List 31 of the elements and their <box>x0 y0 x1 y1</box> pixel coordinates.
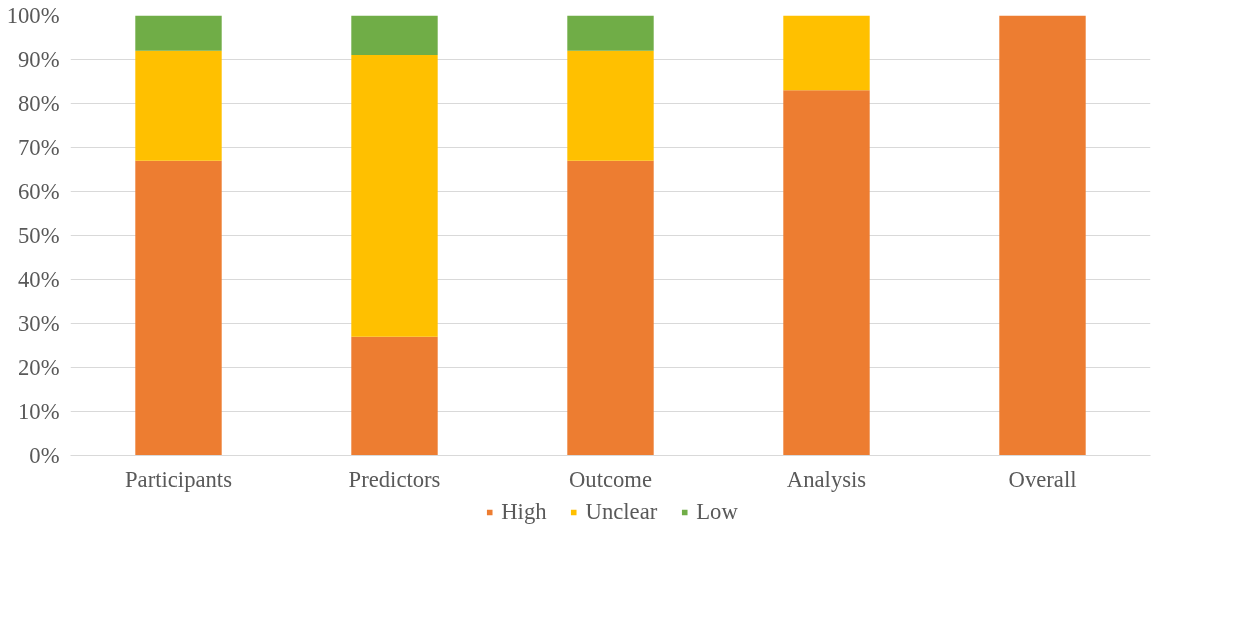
y-tick-label: 10% <box>17 399 60 424</box>
bar <box>135 50 222 161</box>
y-tick-label: 70% <box>17 135 60 160</box>
y-tick-label: 40% <box>17 267 60 292</box>
x-tick-label: Outcome <box>568 466 653 492</box>
y-tick-label: 50% <box>17 223 60 248</box>
y-tick-label: 100% <box>6 3 60 28</box>
bar <box>351 336 438 456</box>
bar <box>567 15 654 51</box>
y-tick-label: 90% <box>17 47 60 72</box>
bar <box>783 15 870 91</box>
bar <box>135 160 222 456</box>
legend-label: Low <box>696 499 738 525</box>
y-tick-label: 30% <box>17 311 60 336</box>
x-tick-label: Participants <box>125 466 232 492</box>
bar <box>351 55 438 337</box>
bar <box>135 15 222 51</box>
x-tick-label: Overall <box>1008 466 1077 492</box>
legend-label: High <box>501 499 547 525</box>
legend-label: Unclear <box>585 499 658 525</box>
bar <box>999 15 1086 456</box>
bar <box>351 15 438 56</box>
y-tick-label: 0% <box>29 443 60 468</box>
bar <box>567 50 654 161</box>
y-tick-label: 20% <box>17 355 60 380</box>
bar <box>567 160 654 456</box>
y-tick-label: 60% <box>17 179 60 204</box>
y-tick-label: 80% <box>17 91 60 116</box>
bar <box>783 90 870 456</box>
x-tick-label: Analysis <box>786 466 867 492</box>
x-tick-label: Predictors <box>348 466 441 492</box>
